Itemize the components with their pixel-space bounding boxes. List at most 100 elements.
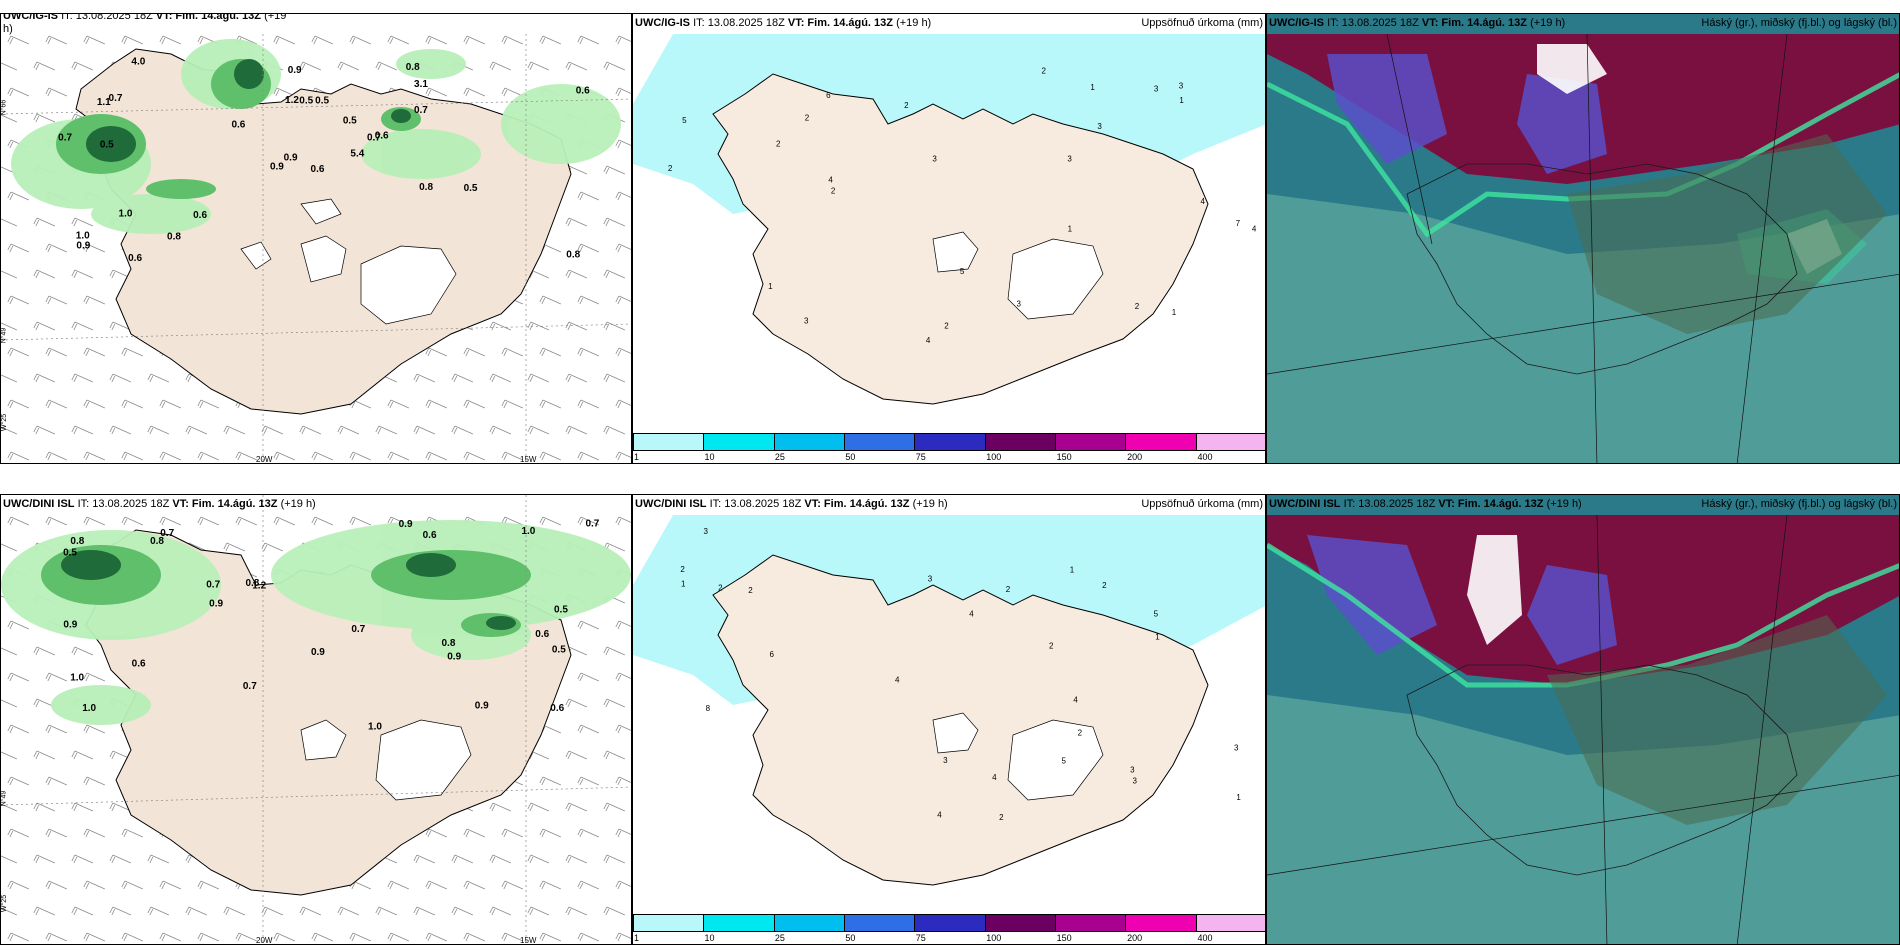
value-label: 5 — [960, 267, 965, 276]
wind-barb — [387, 880, 410, 890]
value-label: 1 — [681, 580, 686, 589]
wind-barb — [387, 35, 410, 45]
value-label: 4 — [992, 773, 997, 782]
value-label: 1 — [1236, 793, 1241, 802]
wind-barb — [83, 724, 106, 734]
wind-precip-map-graphic: 0.61.10.91.00.70.60.80.53.15.44.00.80.50… — [1, 14, 631, 463]
wind-barb — [603, 269, 626, 279]
wind-barb — [603, 373, 626, 383]
wind-barb — [109, 373, 132, 383]
wind-barb — [463, 828, 486, 838]
wind-barb — [7, 672, 30, 682]
value-label: 0.9 — [447, 652, 461, 663]
lat-label: N°49 — [0, 327, 8, 344]
wind-barb — [83, 243, 106, 253]
cloud-cover-map-ig-is[interactable]: UWC/IG-IS IT: 13.08.2025 18Z VT: Fim. 14… — [1266, 13, 1900, 464]
wind-barb — [539, 295, 562, 305]
wind-barb — [223, 425, 246, 435]
wind-barb — [539, 35, 562, 45]
wind-barb — [7, 776, 30, 786]
wind-barb — [121, 399, 144, 409]
value-label: 0.6 — [423, 530, 437, 541]
wind-barb — [387, 932, 410, 942]
wind-barb — [1, 218, 18, 227]
value-label: 0.9 — [475, 701, 489, 712]
wind-barb — [71, 321, 94, 331]
wind-barb — [121, 880, 144, 890]
wind-barb — [33, 113, 56, 123]
wind-barb — [615, 776, 631, 786]
wind-barb — [1, 699, 18, 708]
wind-barb — [7, 191, 30, 201]
value-label: 2 — [748, 586, 753, 595]
colorbar-label: 150 — [1056, 933, 1072, 943]
wind-barb — [71, 269, 94, 279]
wind-barb — [501, 828, 524, 838]
value-label: 0.9 — [270, 162, 284, 173]
wind-barb — [603, 646, 626, 656]
wind-precip-map-dini[interactable]: 0.8 0.6 1.0 0.7 1.2 0.9 1.0 0.6 0.7 1.0 0.5 0.9 0.8 0… — [0, 494, 632, 945]
wind-barb — [501, 399, 524, 409]
wind-barb — [615, 724, 631, 734]
value-label: 2 — [831, 187, 836, 196]
wind-barb — [311, 451, 334, 461]
colorbar-swatch — [915, 915, 986, 931]
wind-barb — [615, 35, 631, 45]
wind-barb — [413, 425, 436, 435]
wind-barb — [565, 373, 588, 383]
wind-barb — [565, 425, 588, 435]
wind-barb — [83, 347, 106, 357]
value-label: 0.9 — [288, 65, 302, 76]
wind-barb — [121, 451, 144, 461]
value-label: 2 — [999, 813, 1004, 822]
wind-barb — [527, 373, 550, 383]
wind-barb — [577, 672, 600, 682]
colorbar-swatch — [774, 434, 845, 450]
value-label: 1 — [1155, 633, 1160, 642]
wind-barb — [273, 451, 296, 461]
wind-barb — [527, 854, 550, 864]
wind-barb — [7, 35, 30, 45]
wind-barb — [413, 373, 436, 383]
wind-barb — [603, 802, 626, 812]
wind-barb — [501, 87, 524, 97]
wind-precip-map-ig-is[interactable]: 0.6 1.1 0.9 1.0 0.7 0.6 0.8 0.5 3.1 5.4 4.0 0.8 0.5 0… — [0, 13, 632, 464]
accumulated-precip-map-ig-is[interactable]: 5 2 3 2 3 4 1 2 3 4 7 6 3 1 2 3 4 2 1 3 2 4 3 5 1 2 1 2 UWC/IG-IS I… — [632, 13, 1266, 464]
wind-barb — [147, 373, 170, 383]
value-label: 1.0 — [368, 722, 382, 733]
value-label: 4 — [1201, 197, 1206, 206]
wind-barb — [565, 217, 588, 227]
wind-barb — [337, 906, 360, 916]
wind-barb — [33, 646, 56, 656]
wind-barb — [273, 35, 296, 45]
value-label: 6 — [770, 650, 775, 659]
value-label: 8 — [706, 704, 711, 713]
colorbar-swatch — [1126, 915, 1197, 931]
value-label: 3 — [943, 756, 948, 765]
wind-barb — [71, 750, 94, 760]
wind-barb — [463, 87, 486, 97]
value-label: 1.1 — [97, 97, 111, 108]
wind-barb — [109, 854, 132, 864]
wind-barb — [577, 295, 600, 305]
value-label: 0.5 — [552, 644, 566, 655]
wind-barb — [603, 165, 626, 175]
wind-barb — [425, 35, 448, 45]
wind-barb — [565, 750, 588, 760]
wind-barb — [489, 906, 512, 916]
value-label: 1 — [1179, 96, 1184, 105]
value-label: 1 — [1172, 308, 1177, 317]
wind-barb — [413, 906, 436, 916]
wind-barb — [615, 880, 631, 890]
wind-barb — [273, 516, 296, 526]
wind-barb — [577, 451, 600, 461]
wind-barb — [539, 932, 562, 942]
value-label: 0.6 — [535, 629, 549, 640]
precip-colorbar — [633, 433, 1265, 451]
cloud-cover-map-dini[interactable]: UWC/DINI ISL IT: 13.08.2025 18Z VT: Fim.… — [1266, 494, 1900, 945]
wind-barb — [577, 35, 600, 45]
wind-barb — [83, 399, 106, 409]
wind-barb — [539, 880, 562, 890]
wind-barb — [71, 425, 94, 435]
